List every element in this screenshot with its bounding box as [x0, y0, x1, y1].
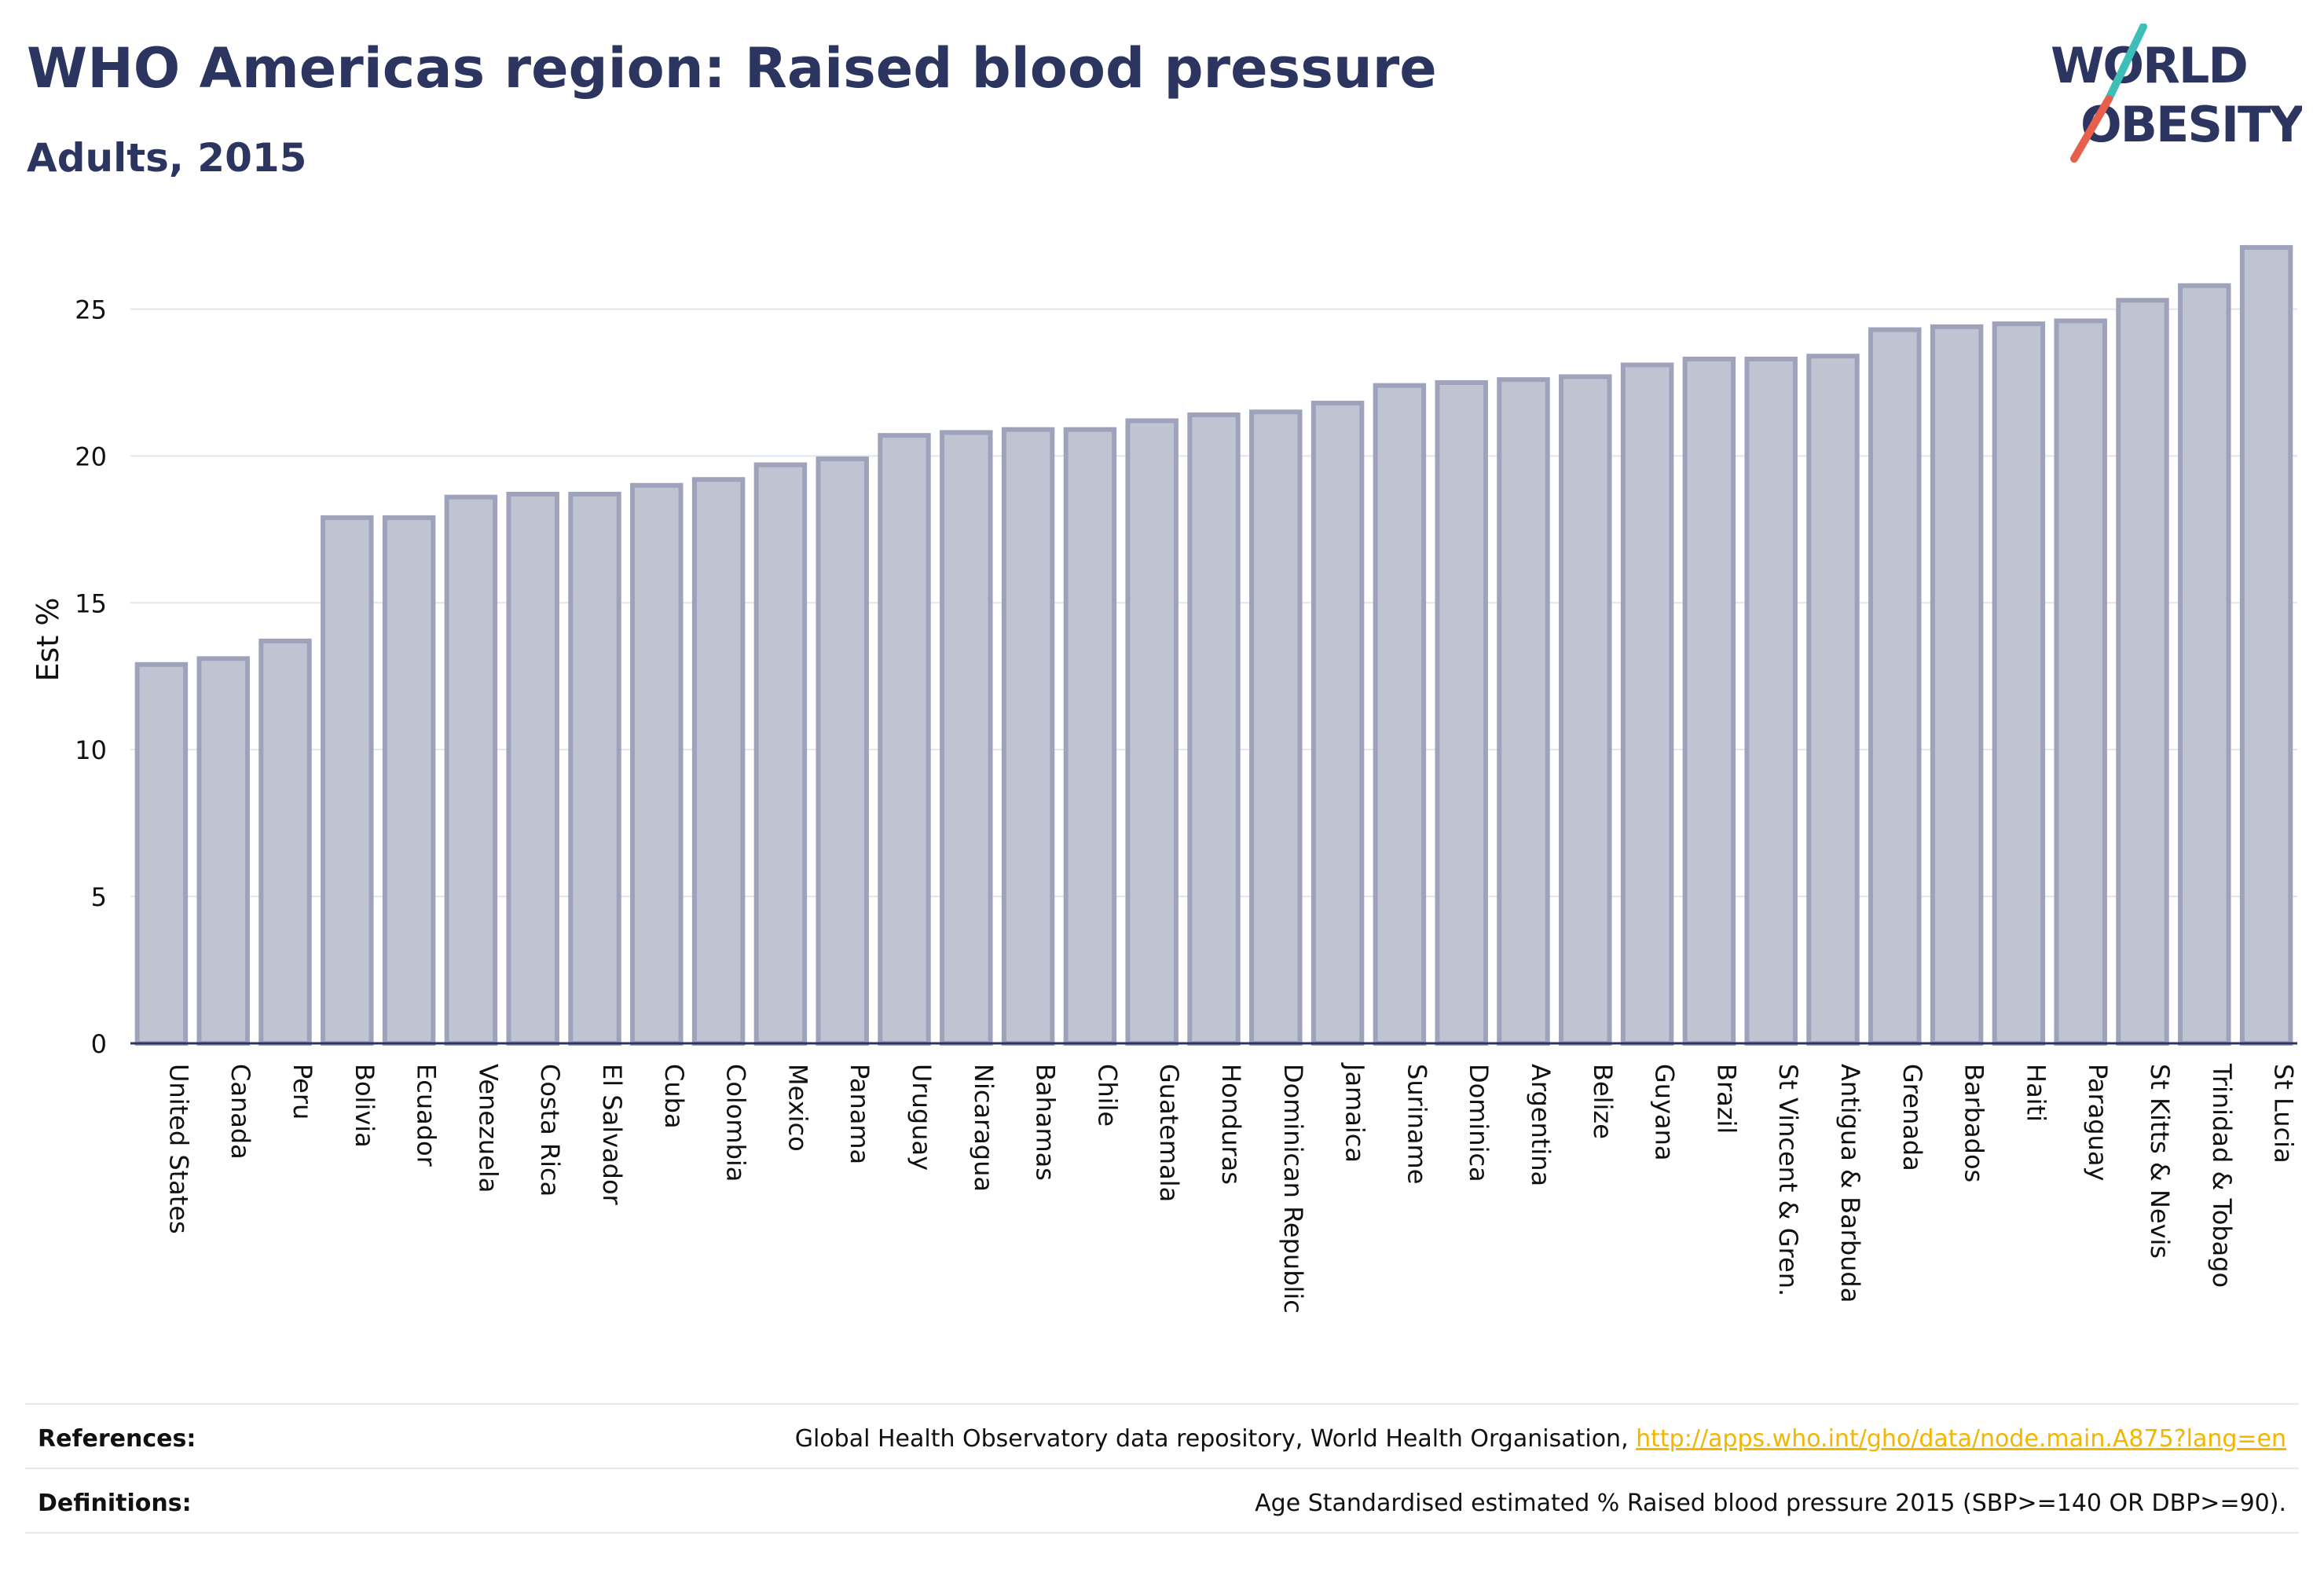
bar [1620, 362, 1674, 1046]
y-tick-label: 10 [75, 735, 107, 765]
bar [1806, 354, 1860, 1046]
bar [816, 456, 869, 1046]
x-tick-label: Paraguay [2083, 1064, 2113, 1181]
bar [1373, 383, 1427, 1046]
bar [2054, 318, 2107, 1046]
bar-chart: 0 5 10 15 20 25 Est % United States Canada Peru Bo… [31, 244, 2299, 1314]
bar [1125, 418, 1178, 1046]
x-tick-label: Guatemala [1154, 1064, 1184, 1202]
bar [2239, 244, 2293, 1046]
x-tick-label: Trinidad & Tobago [2207, 1063, 2237, 1288]
bar [506, 491, 559, 1046]
chart-title: WHO Americas region: Raised blood pressu… [27, 36, 1437, 101]
bar [568, 491, 621, 1046]
bar [1868, 327, 1922, 1046]
x-tick-label: Grenada [1897, 1064, 1927, 1171]
bar [1497, 377, 1550, 1046]
bar [444, 494, 498, 1046]
y-tick-label: 5 [91, 882, 107, 912]
bar [196, 656, 250, 1046]
bar [1992, 321, 2046, 1046]
x-tick-label: Barbados [1959, 1064, 1989, 1182]
x-tick-label: Bahamas [1031, 1064, 1061, 1181]
references-text: Global Health Observatory data repositor… [794, 1425, 1637, 1453]
bar [1682, 357, 1736, 1046]
bar [630, 482, 684, 1046]
x-tick-label: Cuba [659, 1064, 689, 1129]
definitions-value: Age Standardised estimated % Raised bloo… [1255, 1490, 2286, 1517]
references-link[interactable]: http://apps.who.int/gho/data/node.main.A… [1636, 1425, 2286, 1453]
x-tick-label: St Kitts & Nevis [2145, 1064, 2175, 1259]
x-tick-label: Ecuador [412, 1064, 442, 1167]
bar [382, 515, 436, 1046]
x-tick-label: Belize [1588, 1064, 1618, 1139]
logo-slash-teal [2105, 24, 2147, 103]
x-tick-label: Jamaica [1340, 1062, 1370, 1163]
y-tick-label: 15 [75, 588, 107, 618]
x-tick-label: United States [163, 1064, 193, 1234]
x-tick-label: Panama [845, 1064, 874, 1164]
bar [134, 662, 189, 1046]
x-tick-label: Canada [225, 1064, 255, 1160]
chart-subtitle: Adults, 2015 [27, 135, 307, 181]
x-tick-label: Costa Rica [535, 1064, 565, 1197]
y-axis-label: Est % [31, 598, 65, 682]
x-tick-label: Honduras [1216, 1064, 1246, 1185]
x-tick-label: Venezuela [473, 1064, 503, 1193]
x-tick-label: Antigua & Barbuda [1835, 1064, 1865, 1303]
bar [1249, 409, 1303, 1046]
bar [321, 515, 374, 1046]
x-tick-label: El Salvador [597, 1064, 627, 1206]
bar [258, 638, 312, 1046]
x-tick-label: Dominica [1464, 1064, 1494, 1182]
references-value: Global Health Observatory data repositor… [795, 1425, 2286, 1453]
bar [1435, 379, 1488, 1046]
bar [1001, 427, 1055, 1046]
references-label: References: [38, 1425, 196, 1453]
x-tick-label: Guyana [1650, 1064, 1680, 1161]
references-row: References: Global Health Observatory da… [25, 1403, 2299, 1471]
logo-line-1: WORLD [2051, 37, 2247, 94]
x-tick-label: Bolivia [350, 1064, 379, 1148]
x-tick-label: St Lucia [2269, 1064, 2299, 1164]
y-tick-label: 20 [75, 442, 107, 471]
bar [1744, 357, 1798, 1046]
definitions-label: Definitions: [38, 1490, 192, 1517]
bar [940, 430, 993, 1046]
x-tick-label: Uruguay [907, 1064, 937, 1171]
bar [1310, 401, 1365, 1046]
bar [2116, 298, 2169, 1046]
x-tick-label: Dominican Republic [1278, 1064, 1308, 1314]
x-tick-label: Suriname [1402, 1064, 1431, 1184]
logo-slash-red [2070, 95, 2113, 163]
x-tick-label: Nicaragua [969, 1064, 999, 1192]
x-tick-label: Brazil [1711, 1064, 1741, 1134]
y-tick-label: 0 [91, 1029, 107, 1059]
logo-line-2: OBESITY [2080, 96, 2302, 153]
bar [1187, 412, 1241, 1046]
bar [1930, 324, 1984, 1046]
x-tick-label: Peru [288, 1064, 317, 1120]
bar [1559, 374, 1612, 1046]
x-tick-label: Chile [1092, 1064, 1122, 1127]
y-tick-label: 25 [75, 295, 107, 324]
x-tick-label: St Vincent & Gren. [1773, 1064, 1803, 1296]
x-tick-label: Colombia [721, 1064, 751, 1182]
bar [878, 433, 931, 1046]
definitions-row: Definitions: Age Standardised estimated … [25, 1468, 2299, 1535]
bar [753, 462, 808, 1046]
bar [1063, 427, 1117, 1046]
x-tick-label: Haiti [2021, 1064, 2051, 1122]
x-tick-label: Argentina [1526, 1064, 1556, 1186]
bar [691, 477, 746, 1046]
bar [2178, 283, 2231, 1046]
x-tick-label: Mexico [783, 1064, 812, 1152]
footer-divider [25, 1532, 2299, 1534]
world-obesity-logo: WORLD OBESITY [2051, 24, 2302, 163]
